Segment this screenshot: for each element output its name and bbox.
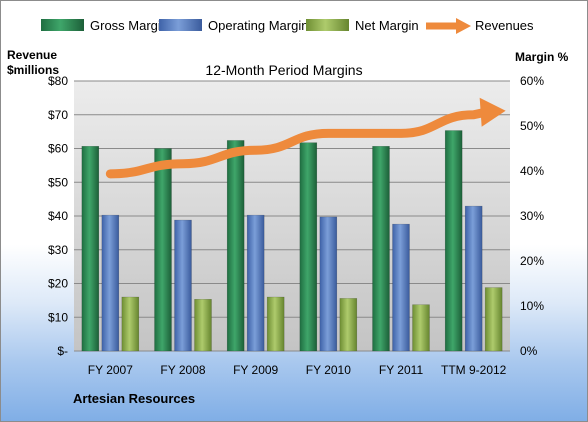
right-tick-label: 50% <box>520 119 544 133</box>
category-label: FY 2007 <box>88 363 133 377</box>
bar-net-margin <box>412 304 430 352</box>
right-tick-label: 40% <box>520 164 544 178</box>
bar-net-margin <box>121 296 140 352</box>
bar-operating-margin <box>319 216 338 352</box>
legend-label: Net Margin <box>355 18 419 33</box>
category-label: TTM 9-2012 <box>441 363 507 377</box>
category-label: FY 2009 <box>233 363 278 377</box>
category-label: FY 2010 <box>306 363 351 377</box>
bar-operating-margin <box>246 214 265 352</box>
left-axis-label-line2: $millions <box>7 63 59 77</box>
right-tick-label: 20% <box>520 254 544 268</box>
bar-gross-margin <box>444 130 463 352</box>
legend-swatch-revenues-arrow <box>456 18 471 34</box>
bar-operating-margin <box>174 219 192 352</box>
bar-gross-margin <box>81 146 100 352</box>
footer-company: Artesian Resources <box>73 391 195 406</box>
category-label: FY 2011 <box>379 363 424 377</box>
chart-title: 12-Month Period Margins <box>205 62 362 78</box>
right-tick-label: 60% <box>520 74 544 88</box>
left-tick-label: $- <box>57 344 68 358</box>
left-axis-label-line1: Revenue <box>7 48 57 62</box>
right-tick-label: 30% <box>520 209 544 223</box>
left-tick-label: $40 <box>48 209 68 223</box>
bar-operating-margin <box>464 205 483 352</box>
bar-net-margin <box>339 298 358 352</box>
left-tick-label: $50 <box>48 175 68 189</box>
bar-gross-margin <box>226 140 245 352</box>
left-tick-label: $10 <box>48 310 68 324</box>
legend-label: Operating Margin <box>208 18 308 33</box>
bar-gross-margin <box>299 142 318 352</box>
revenue-line <box>105 97 506 179</box>
bar-operating-margin <box>101 214 120 352</box>
bar-net-margin <box>484 287 503 352</box>
revenue-arrowhead <box>479 97 506 127</box>
bar-net-margin <box>266 296 285 352</box>
left-tick-label: $30 <box>48 243 68 257</box>
left-tick-label: $80 <box>48 74 68 88</box>
revenue-line-path <box>105 107 493 179</box>
legend-swatch-net-margin <box>306 19 349 31</box>
right-axis-label: Margin % <box>515 50 569 64</box>
right-tick-label: 0% <box>520 344 538 358</box>
legend-label: Revenues <box>475 18 534 33</box>
gridlines <box>74 80 510 352</box>
legend-swatch-gross-margin <box>41 19 84 31</box>
bars <box>81 130 503 352</box>
bar-net-margin <box>194 299 212 352</box>
legend-swatch-operating-margin <box>159 19 202 31</box>
left-tick-label: $60 <box>48 142 68 156</box>
bar-gross-margin <box>154 148 172 352</box>
legend-label: Gross Margin <box>90 18 168 33</box>
left-tick-label: $20 <box>48 277 68 291</box>
left-tick-label: $70 <box>48 108 68 122</box>
axes: $- $10 $20 $30 $40 $50 $60 $70 $80 0% 10% 20% 30% 40%… <box>48 74 544 377</box>
right-tick-label: 10% <box>520 299 544 313</box>
category-label: FY 2008 <box>160 363 205 377</box>
bar-gross-margin <box>372 146 390 352</box>
legend: Gross Margin Operating Margin Net Margin Re… <box>41 18 534 34</box>
bar-operating-margin <box>392 223 410 352</box>
